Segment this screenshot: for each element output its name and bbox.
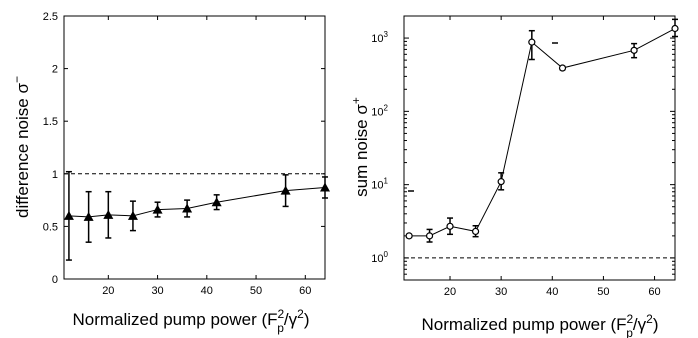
right-ytick-label: 100: [371, 250, 388, 265]
left-ytick-label: 0.5: [43, 221, 58, 233]
right-data-point: [446, 222, 454, 230]
right-data-point: [471, 227, 480, 236]
left-data-point: [63, 210, 74, 220]
right-data-point: [558, 64, 567, 72]
left-data-point: [83, 211, 94, 221]
right-ytick-base: 10: [371, 253, 383, 265]
left-xlabel: Normalized pump power (F2 p/γ2): [73, 307, 310, 335]
right-ytick-base: 10: [371, 180, 383, 192]
left-ytick-label: 2: [52, 64, 58, 76]
right-ytick-exp: 0: [384, 250, 389, 259]
left-ylabel: difference noise σ−: [10, 76, 32, 218]
left-xtick-label: 20: [102, 285, 114, 297]
left-xtick-label: 30: [151, 285, 163, 297]
left-data-point: [152, 204, 163, 214]
left-plot-frame: [63, 15, 326, 280]
right-xtick-label: 60: [648, 286, 660, 298]
right-xtick-label: 30: [495, 286, 507, 298]
right-data-point: [405, 232, 413, 240]
left-data-point: [211, 197, 222, 207]
left-xtick-label: 40: [201, 285, 213, 297]
left-data-point: [182, 203, 193, 213]
left-data-point: [127, 210, 138, 220]
right-plot-frame: [403, 15, 676, 281]
left-xtick-label: 50: [250, 285, 262, 297]
right-data-point: [497, 178, 505, 186]
left-data-point: [280, 185, 291, 195]
right-xlabel: Normalized pump power (F2 p/γ2): [422, 312, 659, 338]
right-ytick-base: 10: [371, 106, 383, 118]
left-chart: 20 30 40 50 60 0 0.5 1 1.5 2 2.5 difference noise …: [10, 11, 330, 335]
right-data-point: [671, 24, 679, 33]
right-ytick-label: 103: [371, 30, 388, 45]
right-xtick-label: 20: [444, 286, 456, 298]
right-ytick-exp: 3: [384, 30, 389, 39]
right-data-point: [630, 46, 638, 54]
left-data-point: [320, 182, 330, 192]
right-ytick-exp: 1: [384, 177, 389, 186]
left-ytick-label: 0: [52, 274, 58, 286]
right-data-point: [528, 38, 536, 46]
left-xtick-label: 60: [299, 285, 311, 297]
right-ytick-base: 10: [371, 33, 383, 45]
right-xtick-label: 50: [597, 286, 609, 298]
right-xtick-label: 40: [546, 286, 558, 298]
left-ytick-label: 2.5: [43, 11, 58, 23]
right-ytick-label: 101: [371, 177, 388, 192]
right-ylabel: sum noise σ+: [349, 97, 371, 197]
right-series-line: [409, 28, 676, 237]
right-ytick-exp: 2: [384, 103, 389, 112]
right-data-point: [425, 232, 434, 240]
right-ytick-label: 102: [371, 103, 388, 118]
left-ytick-label: 1.5: [43, 116, 58, 128]
left-ytick-label: 1: [52, 169, 58, 181]
left-data-point: [103, 209, 114, 219]
